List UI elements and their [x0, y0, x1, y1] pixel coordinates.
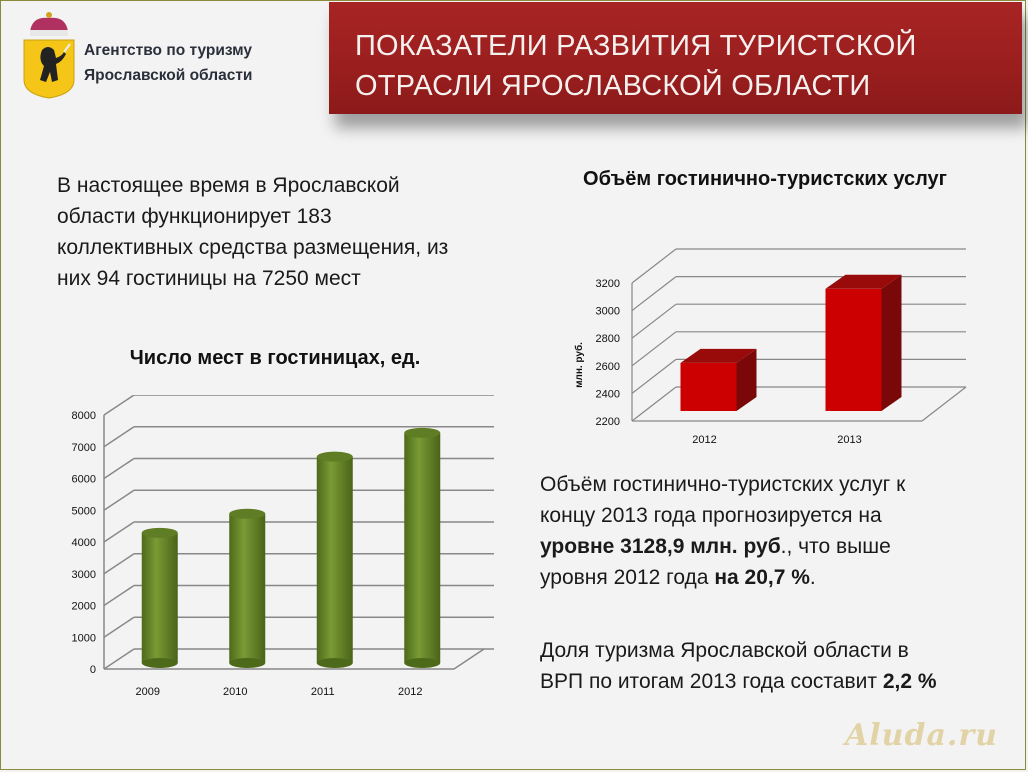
bar-2010 — [229, 508, 266, 668]
agency-line-2: Ярославской области — [84, 67, 253, 84]
chart-bars — [141, 427, 441, 668]
bar-2011 — [316, 451, 353, 668]
forecast-growth: на 20,7 % — [714, 566, 810, 589]
svg-text:2011: 2011 — [311, 686, 335, 698]
bar-2009 — [141, 527, 178, 668]
svg-text:2012: 2012 — [692, 434, 716, 446]
svg-text:7000: 7000 — [72, 442, 96, 454]
hotel-places-chart-title: Число мест в гостиницах, ед. — [129, 347, 421, 369]
bar-2013 — [825, 274, 902, 411]
forecast-line: уровня 2012 года на 20,7 %. — [540, 562, 1000, 593]
svg-text:5000: 5000 — [72, 505, 96, 517]
forecast-text-part: ., что выше — [780, 535, 891, 558]
svg-text:2012: 2012 — [398, 686, 422, 698]
title-line-2: ОТРАСЛИ ЯРОСЛАВСКОЙ ОБЛАСТИ — [355, 70, 871, 102]
services-volume-chart-title: Объём гостинично-туристских услуг — [583, 168, 947, 190]
forecast-line: уровне 3128,9 млн. руб., что выше — [540, 531, 1000, 562]
yaroslavl-coat-of-arms-icon — [23, 12, 75, 99]
agency-name: Агентство по туризму Ярославской области — [84, 38, 252, 88]
svg-text:6000: 6000 — [72, 474, 96, 486]
svg-text:4000: 4000 — [72, 537, 96, 549]
svg-text:2013: 2013 — [837, 434, 861, 446]
svg-text:3000: 3000 — [72, 569, 96, 581]
forecast-line: концу 2013 года прогнозируется на — [540, 504, 882, 527]
svg-text:2400: 2400 — [596, 388, 620, 400]
svg-text:1000: 1000 — [72, 632, 96, 644]
share-line: ВРП по итогам 2013 года составит 2,2 % — [540, 666, 1000, 697]
svg-text:3200: 3200 — [596, 278, 620, 290]
intro-text: В настоящее время в Ярославской области … — [57, 170, 517, 294]
y-axis-title: млн. руб. — [573, 342, 585, 388]
bar-2012 — [680, 348, 757, 411]
svg-text:2600: 2600 — [596, 361, 620, 373]
intro-line: области функционирует 183 — [57, 205, 332, 228]
services-volume-chart: 2200 2400 2600 2800 3000 3200 2012 2013 млн. р… — [573, 248, 967, 446]
bar-2012 — [404, 427, 441, 668]
svg-text:2010: 2010 — [223, 686, 247, 698]
share-value: 2,2 % — [882, 670, 937, 693]
page-title: ПОКАЗАТЕЛИ РАЗВИТИЯ ТУРИСТСКОЙ ОТРАСЛИ Я… — [355, 26, 917, 106]
svg-text:2800: 2800 — [596, 333, 620, 345]
svg-text:8000: 8000 — [72, 410, 96, 422]
chart-bars — [680, 274, 902, 411]
intro-line: коллективных средства размещения, из — [57, 236, 449, 259]
svg-text:2009: 2009 — [136, 686, 160, 698]
intro-line: В настоящее время в Ярославской — [57, 174, 400, 197]
y-axis-labels: 2200 2400 2600 2800 3000 3200 — [596, 278, 620, 428]
share-line: Доля туризма Ярославской области в — [540, 639, 909, 662]
forecast-line: Объём гостинично-туристских услуг к — [540, 473, 906, 496]
agency-line-1: Агентство по туризму — [84, 42, 253, 59]
x-axis-labels: 2009 2010 2011 2012 — [136, 686, 423, 698]
svg-text:2000: 2000 — [72, 601, 96, 613]
forecast-text-part: уровня 2012 года — [540, 566, 715, 589]
title-line-1: ПОКАЗАТЕЛИ РАЗВИТИЯ ТУРИСТСКОЙ — [355, 30, 917, 62]
share-text-part: ВРП по итогам 2013 года составит — [540, 670, 883, 693]
x-axis-labels: 2012 2013 — [692, 434, 861, 446]
svg-text:3000: 3000 — [596, 306, 620, 318]
intro-line: них 94 гостиницы на 7250 мест — [57, 267, 361, 290]
svg-text:0: 0 — [90, 664, 96, 676]
watermark: Aluda.ru — [845, 718, 998, 753]
forecast-text: Объём гостинично-туристских услуг к конц… — [540, 469, 1000, 593]
svg-text:2200: 2200 — [596, 416, 620, 428]
chart-gridlines — [631, 248, 967, 422]
y-axis-labels: 0 1000 2000 3000 4000 5000 6000 7000 8000 — [72, 410, 96, 676]
forecast-amount: уровне 3128,9 млн. руб — [540, 535, 781, 558]
forecast-text-part: . — [809, 566, 816, 589]
title-banner: ПОКАЗАТЕЛИ РАЗВИТИЯ ТУРИСТСКОЙ ОТРАСЛИ Я… — [329, 2, 1022, 114]
tourism-share-text: Доля туризма Ярославской области в ВРП п… — [540, 635, 1000, 697]
